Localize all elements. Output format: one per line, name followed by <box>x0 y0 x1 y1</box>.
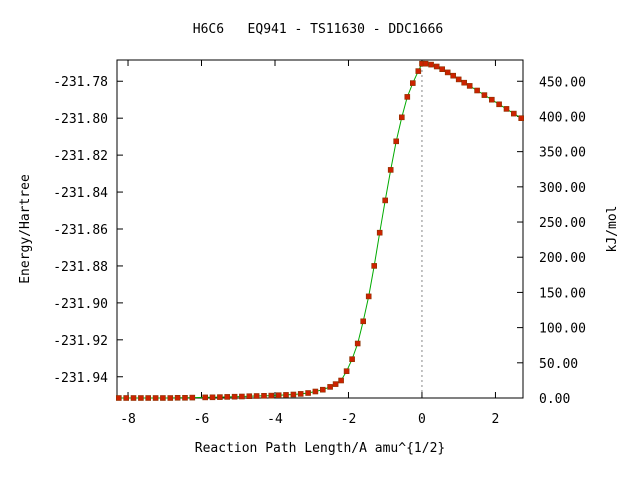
plot-frame <box>116 59 524 399</box>
data-point <box>360 318 367 325</box>
data-point <box>338 377 344 384</box>
y-axis-ticks: -231.78 -231.80 -231.82 -231.84 -231.86 -231.… <box>53 75 123 386</box>
data-point <box>510 110 517 117</box>
y-tick-label: -231.88 <box>53 260 108 275</box>
y2-tick-label: 150.00 <box>539 286 586 301</box>
data-point <box>160 395 166 401</box>
data-point <box>312 388 319 395</box>
y2-tick-label: 50.00 <box>539 357 578 372</box>
data-point <box>488 96 495 103</box>
x-tick-label: -8 <box>120 412 136 427</box>
data-point <box>409 80 416 86</box>
x-axis-ticks: -8 -6 -4 -2 0 2 <box>120 60 499 427</box>
y2-tick-label: 450.00 <box>539 75 586 90</box>
x-tick-label: -6 <box>194 412 210 427</box>
data-point <box>130 395 137 401</box>
x-axis-label: Reaction Path Length/A amu^{1/2} <box>195 441 445 456</box>
y2-tick-label: 350.00 <box>539 146 586 161</box>
y-tick-label: -231.78 <box>53 75 108 90</box>
data-point <box>422 60 429 67</box>
data-point <box>174 394 181 401</box>
energy-curve <box>118 63 522 399</box>
data-point <box>319 386 326 393</box>
data-point <box>152 395 159 401</box>
data-point <box>327 384 333 390</box>
data-point <box>246 393 253 400</box>
curve-layer <box>118 63 522 399</box>
data-point <box>433 63 440 70</box>
y-tick-label: -231.86 <box>53 223 108 238</box>
chart-title: H6C6 EQ941 - TS11630 - DDC1666 <box>193 22 443 37</box>
y-tick-label: -231.94 <box>53 371 108 386</box>
y2-tick-label: 0.00 <box>539 392 570 407</box>
data-point <box>404 94 411 100</box>
data-point <box>275 392 282 399</box>
data-point <box>189 394 196 401</box>
data-point <box>387 167 394 173</box>
y-tick-label: -231.80 <box>53 112 108 127</box>
data-point <box>518 115 525 121</box>
marker-layer <box>116 60 525 401</box>
data-point <box>393 138 400 145</box>
data-point <box>461 79 468 86</box>
y2-tick-label: 100.00 <box>539 322 586 337</box>
data-point <box>239 393 245 400</box>
data-point <box>466 83 473 89</box>
data-point <box>283 392 289 398</box>
data-point <box>455 76 462 83</box>
data-point <box>217 394 223 400</box>
x-tick-label: -2 <box>341 412 357 427</box>
data-point <box>349 356 355 363</box>
data-point <box>428 61 434 68</box>
data-point <box>481 92 488 98</box>
data-point <box>290 391 297 398</box>
y-tick-label: -231.82 <box>53 149 108 164</box>
data-point <box>371 263 378 269</box>
y2-axis-label: kJ/mol <box>605 206 620 253</box>
data-point <box>123 395 129 401</box>
y2-axis-ticks: 0.00 50.00 100.00 150.00 200.00 250.00 300.00 3… <box>517 75 586 407</box>
data-point <box>305 390 311 396</box>
data-point <box>496 101 502 108</box>
data-point <box>474 87 480 94</box>
y-tick-label: -231.84 <box>53 186 108 201</box>
data-point <box>202 394 208 401</box>
x-tick-label: 0 <box>418 412 426 427</box>
y2-tick-label: 300.00 <box>539 181 586 196</box>
data-point <box>268 392 275 399</box>
y2-tick-label: 200.00 <box>539 251 586 266</box>
data-point <box>354 340 361 347</box>
data-point <box>167 395 174 401</box>
data-point <box>415 68 422 74</box>
y-tick-label: -231.92 <box>53 334 108 349</box>
x-tick-label: 2 <box>492 412 500 427</box>
data-point <box>261 392 267 399</box>
x-tick-label: -4 <box>267 412 283 427</box>
data-point <box>444 69 451 76</box>
y-axis-label: Energy/Hartree <box>18 174 33 284</box>
data-point <box>297 391 304 397</box>
data-point <box>224 394 230 400</box>
y2-tick-label: 250.00 <box>539 216 586 231</box>
data-point <box>332 381 339 387</box>
data-point <box>253 393 260 399</box>
data-point <box>503 106 510 112</box>
y2-tick-label: 400.00 <box>539 110 586 125</box>
data-point <box>138 395 144 401</box>
data-point <box>439 66 446 72</box>
data-point <box>376 229 383 236</box>
data-point <box>450 72 457 79</box>
data-point <box>116 395 122 401</box>
data-point <box>209 394 216 401</box>
data-point <box>182 394 188 401</box>
y-tick-label: -231.90 <box>53 297 108 312</box>
data-point <box>231 393 238 400</box>
data-point <box>382 197 389 204</box>
data-point <box>145 395 151 401</box>
data-point <box>398 114 405 121</box>
data-point <box>365 293 372 300</box>
data-point <box>343 368 350 375</box>
